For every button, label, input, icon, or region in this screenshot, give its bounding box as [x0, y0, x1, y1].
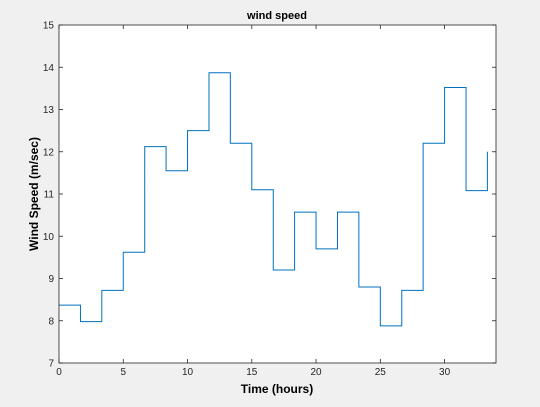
plot-area — [59, 25, 496, 363]
plot-frame — [58, 24, 497, 364]
y-tick-label: 13 — [43, 105, 55, 116]
y-tick-label: 12 — [43, 147, 55, 158]
y-tick-label: 9 — [48, 274, 54, 285]
x-tick-label: 5 — [120, 367, 126, 378]
x-tick-label: 20 — [310, 367, 322, 378]
series-line — [59, 72, 488, 327]
y-axis-title: Wind Speed (m/sec) — [27, 137, 41, 251]
x-tick-label: 0 — [56, 367, 62, 378]
y-tick-label: 8 — [48, 316, 54, 327]
x-ticks: 0 5 10 15 20 25 30 — [56, 25, 451, 378]
chart-title: wind speed — [246, 10, 307, 22]
x-tick-label: 15 — [246, 367, 258, 378]
y-tick-label: 11 — [44, 190, 55, 201]
x-tick-label: 30 — [439, 367, 451, 378]
x-tick-label: 10 — [182, 367, 194, 378]
y-tick-label: 10 — [43, 232, 55, 243]
x-tick-label: 25 — [375, 367, 387, 378]
y-tick-label: 15 — [43, 21, 55, 32]
x-axis-title: Time (hours) — [241, 382, 313, 396]
y-tick-label: 7 — [48, 359, 54, 370]
y-tick-label: 14 — [43, 63, 55, 74]
y-ticks: 7 8 9 10 11 12 13 14 15 — [43, 21, 496, 370]
